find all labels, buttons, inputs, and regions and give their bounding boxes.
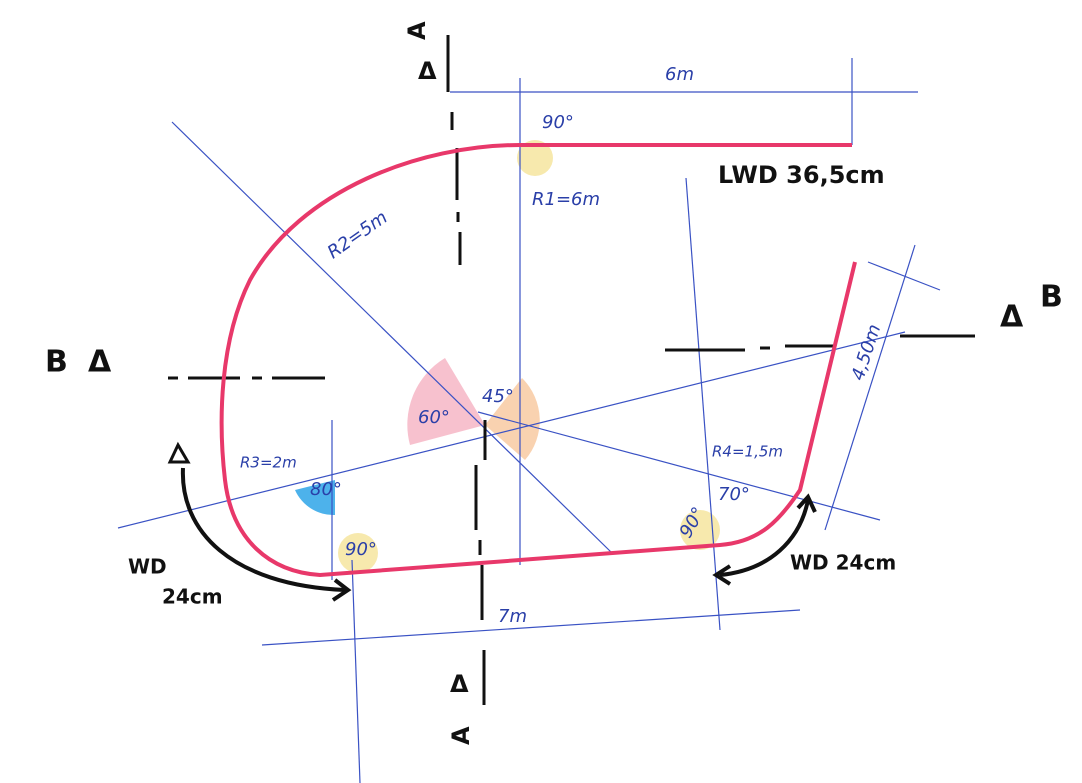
section-label: B	[1040, 280, 1063, 315]
section-symbol: Δ	[450, 670, 469, 698]
angle-label: 90°	[542, 112, 574, 133]
section-symbol: Δ	[1000, 300, 1024, 335]
section-symbol: Δ	[88, 345, 112, 380]
wall-label: LWD 36,5cm	[718, 161, 885, 189]
wall-label: 24cm	[162, 585, 223, 609]
angle-label: 90°	[345, 539, 377, 560]
wall-label: WD	[128, 555, 167, 579]
section-label: A	[447, 726, 475, 745]
angle-label: 70°	[718, 484, 750, 505]
dimension-label: 7m	[498, 606, 527, 627]
radius-label: R3=2m	[240, 454, 297, 472]
angle-label: 80°	[310, 479, 342, 500]
section-symbol: Δ	[418, 57, 437, 85]
sketch: A Δ A Δ B Δ B Δ 6m 7m 4,50m R1=6m R2=5m …	[0, 0, 1082, 783]
angle-label: 45°	[482, 386, 514, 407]
radius-label: R4=1,5m	[712, 443, 783, 461]
dimension-label: 6m	[665, 64, 694, 85]
section-label: A	[403, 21, 431, 40]
wall-label: WD 24cm	[790, 551, 896, 575]
angle-wedge	[407, 358, 485, 445]
dimension-label: 4,50m	[848, 322, 886, 383]
radius-label: R2=5m	[324, 207, 392, 263]
angle-label: 60°	[418, 407, 450, 428]
radius-label: R1=6m	[532, 189, 600, 210]
section-label: B	[45, 345, 68, 380]
